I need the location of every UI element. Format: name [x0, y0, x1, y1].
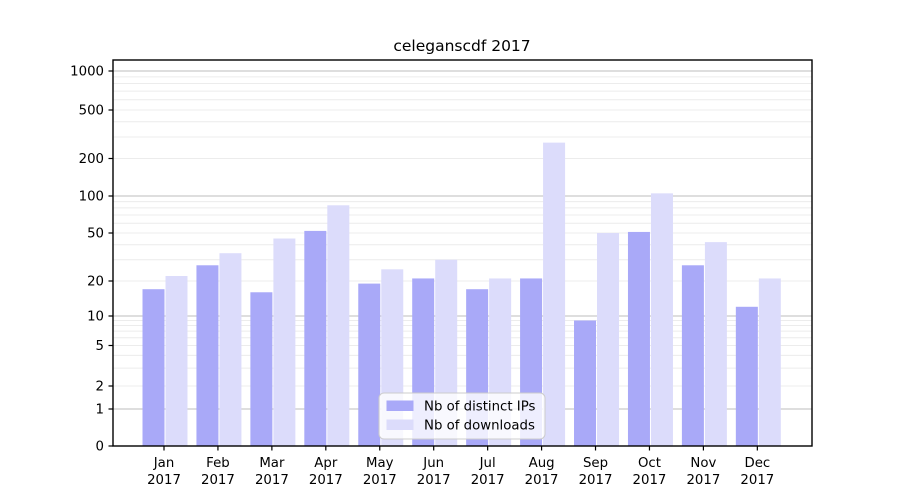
x-axis-ticks: Jan 2017 Feb 2017 Mar 2017 Apr 2017 May 2017 Jun 20… — [147, 446, 774, 488]
x-tick-label-month-oct: Oct — [638, 456, 661, 471]
bar-ips-apr — [304, 230, 327, 446]
x-tick-label-year-jul: 2017 — [471, 473, 505, 488]
bar-ips-dec — [735, 306, 758, 446]
y-tick-label-5: 5 — [96, 339, 104, 354]
y-tick-label-20: 20 — [87, 275, 104, 290]
bar-ips-oct — [627, 231, 650, 446]
x-tick-label-month-mar: Mar — [259, 456, 285, 471]
y-tick-label-2: 2 — [96, 380, 104, 395]
legend-swatch-downloads — [386, 419, 414, 430]
bar-ips-mar — [250, 292, 273, 446]
y-tick-label-200: 200 — [79, 152, 104, 167]
bars — [142, 142, 781, 446]
bar-downloads-nov — [704, 242, 727, 446]
x-tick-label-year-feb: 2017 — [201, 473, 235, 488]
x-tick-label-month-sep: Sep — [583, 456, 608, 471]
y-tick-label-1000: 1000 — [70, 65, 104, 80]
x-tick-label-year-dec: 2017 — [740, 473, 774, 488]
x-tick-label-month-nov: Nov — [690, 456, 716, 471]
x-tick-label-month-apr: Apr — [314, 456, 338, 471]
x-tick-label-year-sep: 2017 — [579, 473, 613, 488]
legend-label-distinct-ips: Nb of distinct IPs — [424, 400, 536, 415]
x-tick-label-year-jan: 2017 — [147, 473, 181, 488]
bar-downloads-sep — [597, 233, 620, 446]
bar-downloads-mar — [273, 238, 296, 446]
chart-title: celeganscdf 2017 — [393, 37, 530, 55]
x-tick-label-year-aug: 2017 — [525, 473, 559, 488]
bar-downloads-jan — [165, 276, 188, 446]
x-tick-label-year-may: 2017 — [363, 473, 397, 488]
plot-border — [112, 59, 813, 447]
bar-downloads-oct — [650, 193, 673, 446]
y-tick-label-0: 0 — [96, 440, 104, 455]
bar-downloads-aug — [543, 142, 566, 446]
bar-ips-jan — [142, 289, 165, 446]
x-tick-label-month-jun: Jun — [422, 456, 444, 471]
y-tick-label-50: 50 — [87, 227, 104, 242]
x-tick-label-month-dec: Dec — [744, 456, 770, 471]
x-tick-label-month-jan: Jan — [153, 456, 175, 471]
legend-box — [378, 392, 546, 440]
legend-label-downloads: Nb of downloads — [424, 419, 535, 434]
x-tick-label-year-oct: 2017 — [633, 473, 667, 488]
y-tick-label-500: 500 — [79, 104, 104, 119]
x-tick-label-month-may: May — [366, 456, 394, 471]
x-tick-label-year-jun: 2017 — [417, 473, 451, 488]
x-tick-label-month-feb: Feb — [206, 456, 230, 471]
y-tick-label-10: 10 — [87, 310, 104, 325]
x-tick-label-year-apr: 2017 — [309, 473, 343, 488]
x-tick-label-year-mar: 2017 — [255, 473, 289, 488]
bar-ips-sep — [574, 320, 597, 446]
bar-ips-nov — [681, 265, 704, 446]
y-tick-label-100: 100 — [79, 190, 104, 205]
y-tick-label-1: 1 — [96, 403, 104, 418]
y-axis-ticks: 0 1 2 5 10 20 50 100 200 500 1000 — [70, 65, 113, 455]
x-tick-label-year-nov: 2017 — [686, 473, 720, 488]
x-tick-label-month-jul: Jul — [479, 456, 496, 471]
legend-swatch-distinct-ips — [386, 400, 414, 411]
bar-downloads-feb — [219, 253, 242, 446]
bar-ips-feb — [196, 265, 219, 446]
bar-downloads-apr — [327, 205, 350, 446]
bar-downloads-dec — [758, 278, 781, 446]
bar-ips-may — [358, 283, 381, 446]
x-tick-label-month-aug: Aug — [529, 456, 555, 471]
legend: Nb of distinct IPs Nb of downloads — [378, 392, 546, 440]
